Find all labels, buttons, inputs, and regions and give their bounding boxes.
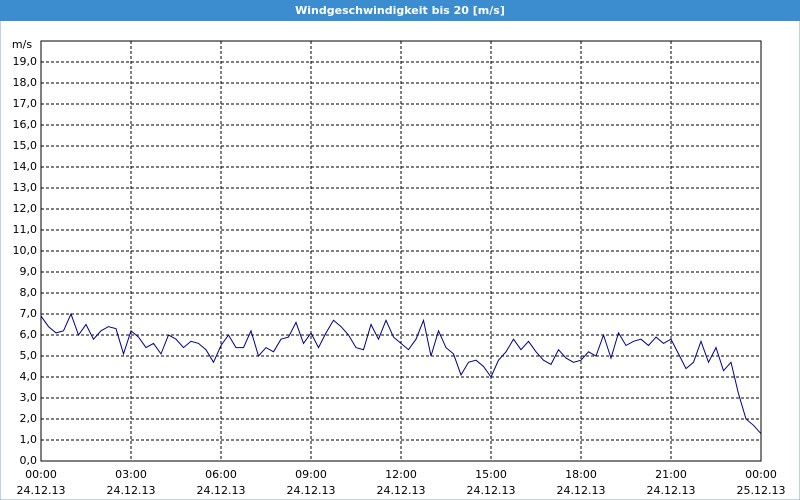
plot-border bbox=[40, 40, 762, 462]
y-tick-label: 10,0 bbox=[13, 244, 38, 257]
x-tick-date: 24.12.13 bbox=[377, 484, 426, 497]
y-tick-label: 15,0 bbox=[13, 139, 38, 152]
y-tick-label: 19,0 bbox=[13, 55, 38, 68]
x-tick-label: 18:00 bbox=[565, 468, 597, 481]
x-tick-date: 24.12.13 bbox=[197, 484, 246, 497]
y-tick-label: 9,0 bbox=[20, 265, 38, 278]
x-tick-label: 21:00 bbox=[655, 468, 687, 481]
x-tick-label: 00:00 bbox=[25, 468, 57, 481]
x-tick-date: 24.12.13 bbox=[287, 484, 336, 497]
x-tick-label: 09:00 bbox=[295, 468, 327, 481]
data-line bbox=[40, 312, 762, 435]
x-tick-label: 12:00 bbox=[385, 468, 417, 481]
y-tick-label: 11,0 bbox=[13, 223, 38, 236]
x-tick-label: 15:00 bbox=[475, 468, 507, 481]
y-tick-label: 0,0 bbox=[20, 454, 38, 467]
x-tick-label: 06:00 bbox=[205, 468, 237, 481]
x-tick-date: 24.12.13 bbox=[17, 484, 66, 497]
y-tick-label: 1,0 bbox=[20, 433, 38, 446]
title-bar bbox=[0, 0, 800, 21]
y-tick-label: 4,0 bbox=[20, 370, 38, 383]
x-tick-date: 24.12.13 bbox=[107, 484, 156, 497]
x-tick-date: 24.12.13 bbox=[557, 484, 606, 497]
chart-title: Windgeschwindigkeit bis 20 [m/s] bbox=[295, 4, 505, 17]
y-tick-label: 13,0 bbox=[13, 181, 38, 194]
y-tick-label: 2,0 bbox=[20, 412, 38, 425]
y-tick-label: 17,0 bbox=[13, 97, 38, 110]
x-tick-date: 24.12.13 bbox=[467, 484, 516, 497]
y-tick-label: 16,0 bbox=[13, 118, 38, 131]
y-tick-label: 3,0 bbox=[20, 391, 38, 404]
x-tick-date: 25.12.13 bbox=[737, 484, 786, 497]
x-tick-label: 03:00 bbox=[115, 468, 147, 481]
y-tick-label: 5,0 bbox=[20, 349, 38, 362]
y-tick-label: 8,0 bbox=[20, 286, 38, 299]
y-tick-label: 6,0 bbox=[20, 328, 38, 341]
y-tick-label: 18,0 bbox=[13, 76, 38, 89]
x-tick-date: 24.12.13 bbox=[647, 484, 696, 497]
y-tick-label: 7,0 bbox=[20, 307, 38, 320]
x-tick-label: 00:00 bbox=[745, 468, 777, 481]
y-tick-label: 14,0 bbox=[13, 160, 38, 173]
y-tick-label: 12,0 bbox=[13, 202, 38, 215]
y-axis-label: m/s bbox=[12, 38, 32, 51]
